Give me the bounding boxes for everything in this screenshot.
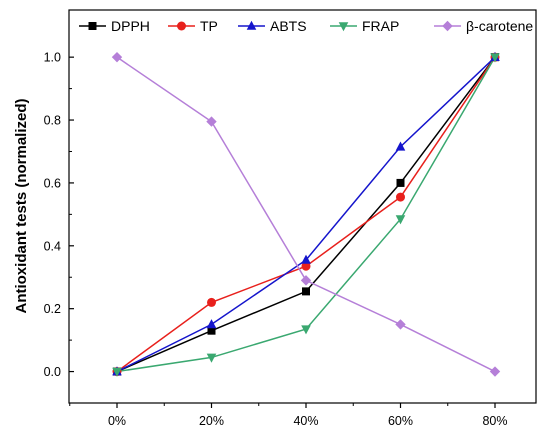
x-tick-label: 80% [482,414,507,428]
series-line [116,56,496,373]
data-point [302,287,310,296]
axis-ticks: 0.0 0.2 0.4 0.6 0.8 1.0 0% 20% 40% 60% 80% [44,51,508,428]
data-point [300,275,312,286]
series-line [116,56,496,373]
series-line [116,56,496,373]
data-point [490,53,500,63]
data-point [489,366,501,377]
data-point [395,319,406,330]
data-point [301,325,311,335]
data-point [395,141,406,151]
legend-label: ABTS [270,18,307,34]
data-point [207,297,216,307]
y-tick-label: 0.6 [44,176,61,190]
x-tick-label: 60% [388,414,413,428]
x-tick-label: 0% [108,414,126,428]
y-tick-label: 0.0 [44,365,61,379]
legend-swatch-marker [177,21,186,31]
data-point [206,353,217,363]
data-point [206,116,217,127]
legend-label: FRAP [362,18,399,34]
data-point [395,215,406,225]
legend: DPPH TP ABTS FRAP β-carotene [79,18,533,34]
legend-swatch-marker [338,22,349,32]
y-tick-label: 0.4 [44,239,61,253]
y-tick-label: 0.8 [44,114,61,128]
legend-swatch-marker [246,20,257,30]
data-point [396,192,405,202]
y-tick-label: 1.0 [44,51,61,65]
legend-swatch-marker [442,20,453,32]
legend-swatch-marker [88,22,97,30]
series-markers [111,51,501,377]
series-line [116,56,496,373]
data-point [301,254,311,264]
data-point [112,367,122,377]
legend-label: β-carotene [466,18,533,34]
data-point [396,178,405,187]
y-tick-label: 0.2 [44,302,61,316]
plot-frame [68,9,537,404]
data-point [206,319,217,329]
series-line [116,56,496,373]
x-tick-label: 40% [293,414,318,428]
data-point [301,261,311,271]
legend-label: DPPH [111,18,150,34]
y-axis-title: Antioxidant tests (normalized) [13,98,30,313]
legend-label: TP [200,18,218,34]
series-lines [116,56,496,373]
x-tick-label: 20% [199,414,224,428]
data-point [111,51,123,63]
data-point [207,326,216,335]
